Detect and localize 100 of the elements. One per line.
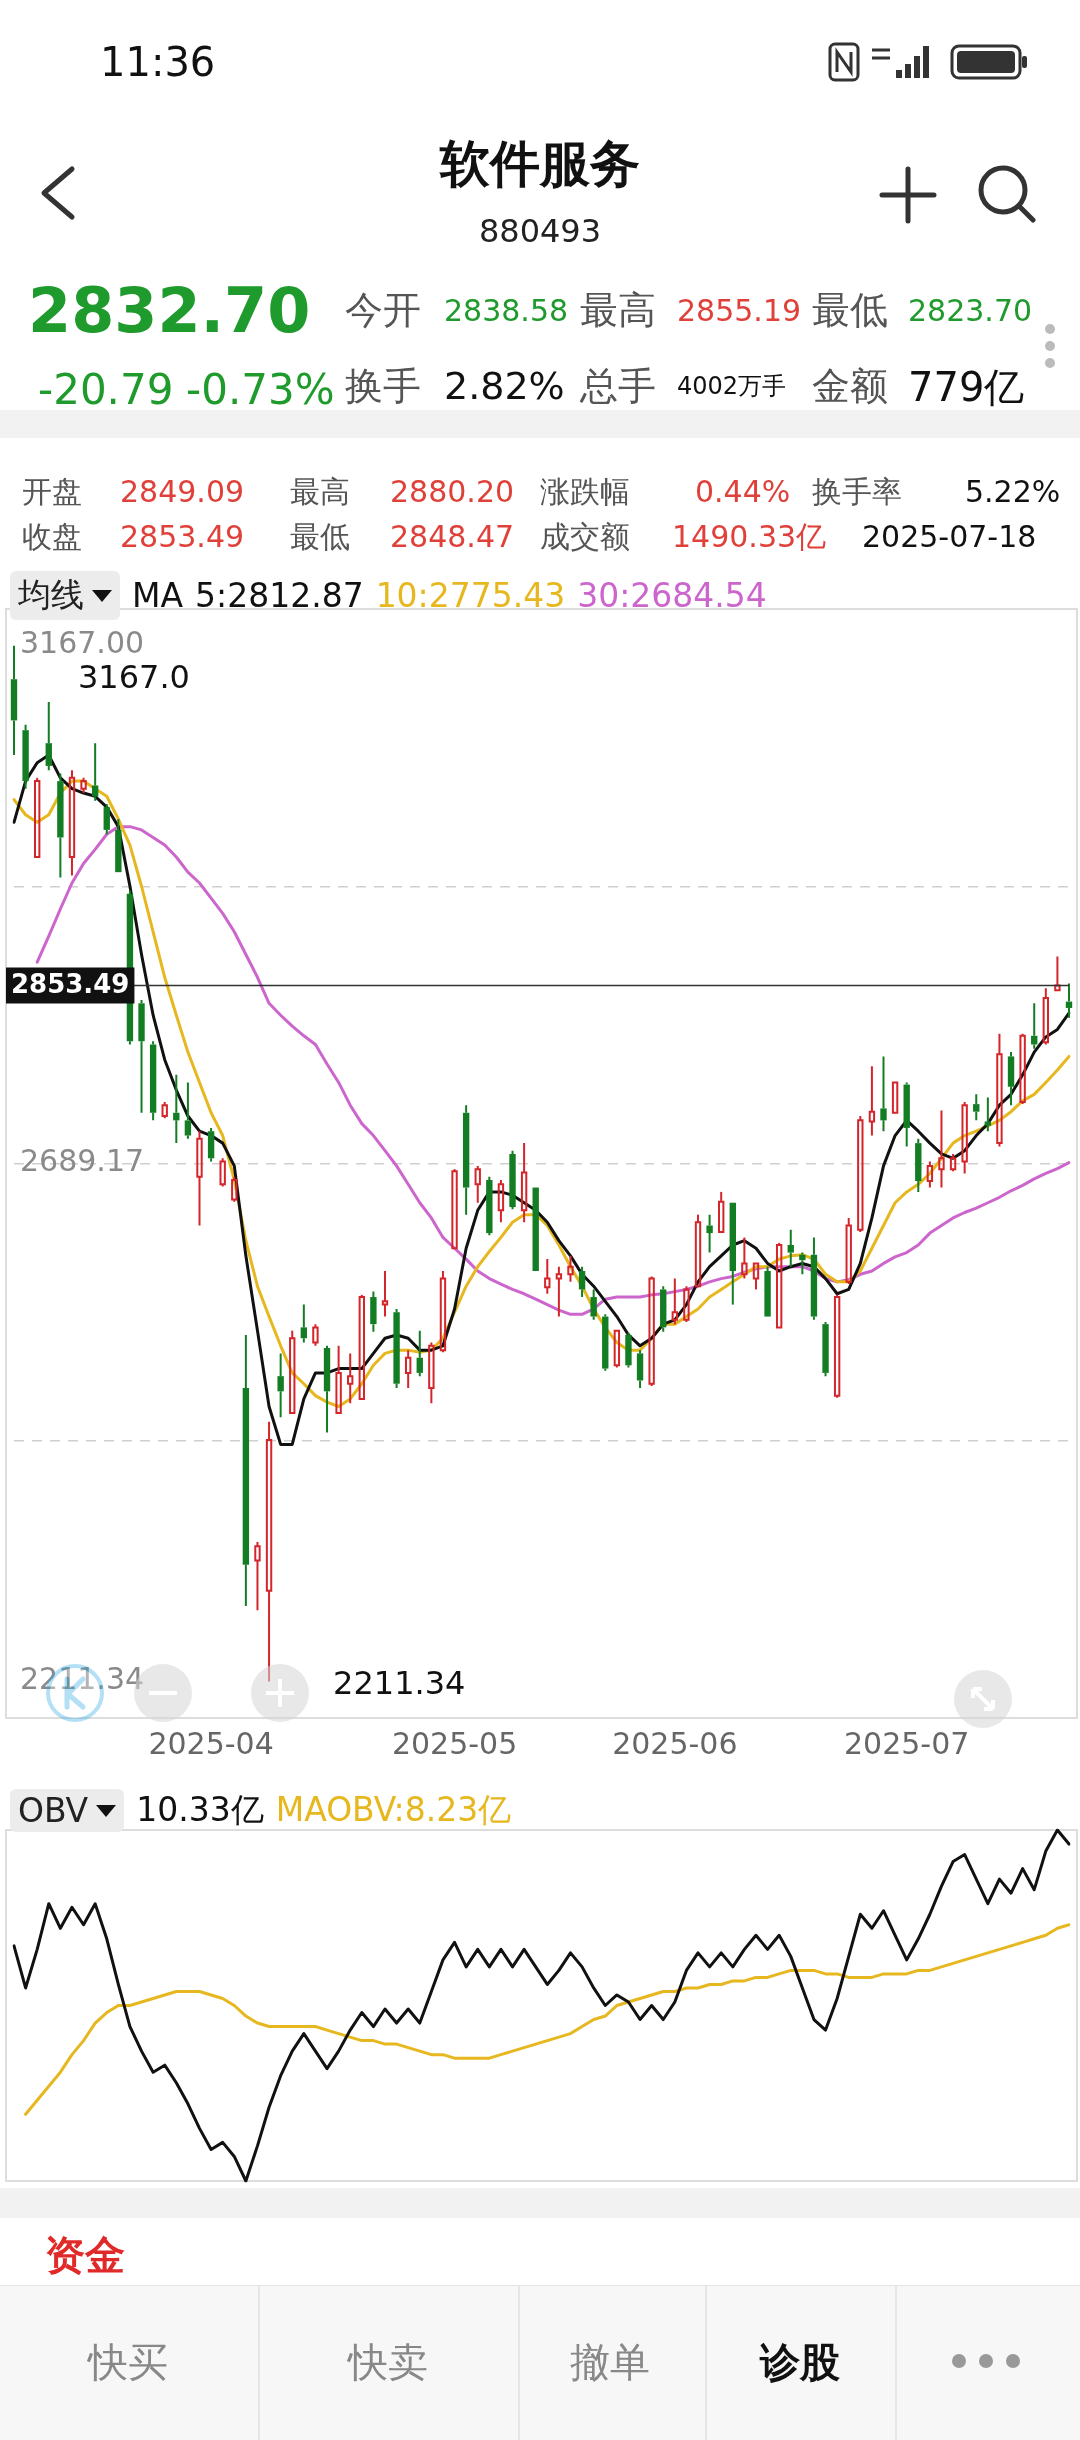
- candlestick: [416, 1329, 423, 1378]
- text: 2880.20: [390, 473, 515, 510]
- candlestick: [254, 1540, 261, 1612]
- text: 2849.09: [120, 473, 245, 510]
- candlestick: [22, 723, 29, 790]
- text: 换手: [345, 364, 421, 409]
- candlestick: [520, 1142, 528, 1224]
- text: 今开: [345, 288, 421, 333]
- text: 4002万手: [677, 372, 787, 401]
- text: 快买: [88, 2339, 168, 2385]
- text: 880493: [478, 211, 602, 250]
- text: 2.82%: [444, 364, 565, 409]
- text: 10:2775.43: [375, 576, 566, 615]
- candlestick: [138, 999, 145, 1114]
- candlestick: [1054, 955, 1061, 992]
- text: 总手: [580, 364, 656, 409]
- text: 涨跌幅: [540, 473, 630, 510]
- candlestick: [486, 1175, 493, 1237]
- text: 0.44%: [695, 473, 791, 510]
- candlestick: [938, 1109, 945, 1189]
- candlestick: [810, 1236, 818, 1321]
- text: 30:2684.54: [577, 576, 767, 615]
- text: 2838.58: [444, 292, 569, 329]
- text: 快卖: [348, 2339, 428, 2385]
- text: 最低: [290, 518, 350, 555]
- candlestick: [149, 1040, 157, 1122]
- candlestick: [706, 1213, 713, 1254]
- candlestick: [903, 1081, 910, 1148]
- candlestick: [636, 1349, 644, 1390]
- candlestick: [660, 1285, 667, 1333]
- x-tick-label: 2025-05: [391, 1725, 518, 1761]
- candlestick: [323, 1344, 331, 1434]
- candlestick: [10, 644, 18, 757]
- text: 2848.47: [390, 518, 515, 555]
- candlestick: [590, 1288, 597, 1321]
- candlestick: [509, 1149, 516, 1211]
- candlestick: [265, 1420, 273, 1683]
- candlestick: [578, 1265, 586, 1299]
- candlestick: [68, 769, 76, 877]
- candlestick: [915, 1137, 922, 1193]
- candlestick: [91, 742, 99, 802]
- candlestick: [45, 701, 52, 772]
- candlestick: [207, 1126, 215, 1163]
- candlestick: [671, 1277, 679, 1326]
- text: 成交额: [540, 518, 630, 555]
- candlestick: [1007, 1051, 1015, 1107]
- candlestick: [428, 1341, 435, 1405]
- text: 2855.19: [677, 292, 802, 329]
- candlestick: [555, 1265, 563, 1318]
- candlestick: [370, 1290, 377, 1333]
- candlestick: [880, 1055, 887, 1133]
- legend-title: OBV: [18, 1791, 89, 1830]
- x-tick-label: 2025-04: [148, 1725, 274, 1761]
- text: 779亿: [908, 364, 1025, 410]
- text: 2853.49: [120, 518, 245, 555]
- legend-title: MA: [132, 576, 184, 615]
- text: 2832.70: [28, 274, 311, 348]
- candlestick: [996, 1032, 1003, 1148]
- candlestick: [184, 1081, 192, 1140]
- candlestick: [741, 1236, 748, 1280]
- candlestick: [277, 1352, 284, 1419]
- candlestick: [567, 1254, 574, 1283]
- text: 5.22%: [965, 473, 1061, 510]
- legend-label: 10.33亿: [136, 1789, 264, 1831]
- text: 开盘: [22, 473, 82, 510]
- candlestick: [474, 1164, 481, 1204]
- text: MAOBV:8.23亿: [275, 1789, 512, 1831]
- text: 11:36: [100, 39, 216, 85]
- candlestick: [868, 1065, 876, 1137]
- text: -0.73%: [186, 364, 335, 415]
- candlestick: [718, 1190, 725, 1233]
- text: 1490.33亿: [672, 518, 827, 555]
- x-tick-label: 2025-07: [844, 1725, 970, 1761]
- text: 收盘: [22, 518, 82, 555]
- candlestick: [335, 1344, 342, 1414]
- text: 软件服务: [440, 135, 640, 194]
- candlestick: [115, 818, 122, 873]
- candlestick: [242, 1333, 250, 1607]
- candlestick: [787, 1228, 794, 1268]
- annotation: 均线: [18, 574, 84, 616]
- candlestick: [544, 1258, 551, 1295]
- candlestick: [729, 1202, 736, 1306]
- text: 最低: [812, 288, 888, 333]
- candlestick: [891, 1081, 899, 1114]
- candlestick: [973, 1093, 980, 1122]
- candlestick: [393, 1307, 400, 1390]
- text: 换手率: [812, 473, 902, 510]
- text: 撤单: [570, 2339, 650, 2385]
- candlestick: [462, 1104, 470, 1216]
- candlestick: [300, 1303, 308, 1344]
- text: 最高: [290, 473, 350, 510]
- candlestick: [347, 1352, 354, 1405]
- candlestick: [196, 1130, 203, 1227]
- ref-line-label: 2853.49: [11, 969, 130, 1000]
- text: 5:2812.87: [195, 576, 364, 615]
- candlestick: [381, 1270, 389, 1318]
- text: 2025-07-18: [862, 518, 1037, 555]
- candlestick: [984, 1096, 992, 1133]
- candlestick: [404, 1349, 412, 1390]
- text: 金额: [812, 364, 888, 409]
